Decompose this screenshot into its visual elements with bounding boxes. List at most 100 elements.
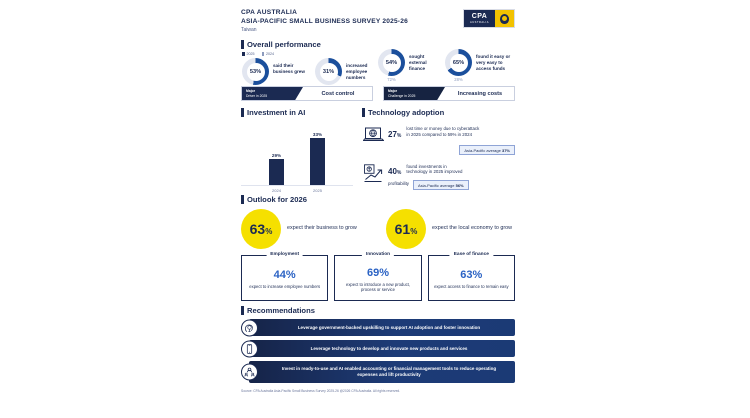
- cpa-australia-logo: CPA AUSTRALIA: [463, 9, 515, 28]
- apac-average-badge-cyberattack: Asia-Pacific average 37%: [459, 145, 515, 156]
- metric-group: 31% 30% increased employee numbers: [313, 58, 386, 91]
- recommendations-heading: Recommendations: [230, 306, 526, 315]
- heading-accent-bar: [241, 306, 244, 315]
- card-title: Employment: [266, 252, 304, 257]
- technology-stat-row: 27% lost time or money due to cyberattac…: [388, 126, 515, 139]
- axis-tick: 2024: [272, 188, 281, 193]
- logo-crest-panel: [495, 10, 514, 27]
- technology-line-2: technology in 2025 improved: [406, 169, 463, 175]
- percent-sign: %: [410, 227, 418, 236]
- section-title: Investment in AI: [247, 108, 306, 117]
- technology-adoption-panel: Technology adoption 27%: [362, 108, 515, 193]
- card-employment: Employment 44% expect to increase employ…: [241, 252, 329, 301]
- recommendation-banner: Leverage government-backed upskilling to…: [249, 319, 515, 336]
- legend-swatch-2025: [242, 51, 245, 56]
- major-driver-flag: Major Driver in 2025 Cost control: [241, 86, 373, 101]
- legend-label: 2024: [266, 51, 274, 56]
- section-title: Technology adoption: [368, 108, 445, 117]
- card-subtext: expect access to finance to remain easy: [434, 284, 509, 290]
- apac-value: 56%: [455, 182, 464, 188]
- card-subtext: expect to introduce a new product, proce…: [345, 281, 410, 292]
- donut-chart: 31%: [315, 58, 342, 85]
- crest-icon: [500, 13, 509, 24]
- flag-tag-line1: Major: [246, 89, 256, 94]
- recommendation-item: Leverage government-backed upskilling to…: [241, 319, 515, 336]
- heading-accent-bar: [362, 108, 365, 117]
- recommendation-item: Leverage technology to develop and innov…: [241, 340, 515, 357]
- technology-line-3: profitability: [388, 180, 409, 186]
- technology-item-body: 27% lost time or money due to cyberattac…: [388, 126, 515, 157]
- logo-main-text: CPA: [471, 13, 488, 20]
- outlook-pill-business: 63% expect their business to grow: [241, 209, 370, 249]
- metric-group: 54% 72% sought external finance: [376, 49, 443, 82]
- apac-value: 37%: [501, 147, 510, 153]
- card-title: Ease of finance: [449, 252, 493, 257]
- bar-value-label: 33%: [312, 131, 323, 137]
- technology-line-1: lost time or money due to cyberattack: [406, 126, 480, 131]
- technology-item-profitability: 40% found investments in technology in 2…: [362, 164, 515, 191]
- org-name: CPA AUSTRALIA: [241, 9, 298, 16]
- overall-metrics-row: 53% 57% said their business grew 31% 30%…: [230, 56, 526, 91]
- metric-label: found it easy or very easy to access fun…: [476, 54, 511, 71]
- recommendation-banner: Leverage technology to develop and innov…: [249, 340, 515, 357]
- apac-label: Asia-Pacific average: [464, 147, 501, 153]
- infographic-sheet: CPA AUSTRALIA ASIA-PACIFIC SMALL BUSINES…: [230, 0, 526, 418]
- outlook-heading: Outlook for 2026: [230, 195, 526, 204]
- recommendation-text: Leverage government-backed upskilling to…: [297, 324, 481, 330]
- metric-donut-cell: 53% 57%: [240, 58, 271, 91]
- header: CPA AUSTRALIA ASIA-PACIFIC SMALL BUSINES…: [230, 0, 526, 33]
- investment-in-ai-panel: Investment in AI 29% 33% 2024 2025: [241, 108, 353, 193]
- mobile-device-icon: [241, 340, 258, 357]
- recommendations-list: Leverage government-backed upskilling to…: [230, 319, 526, 383]
- card-innovation: Innovation 69% expect to introduce a new…: [334, 252, 422, 301]
- card-ease-of-finance: Ease of finance 63% expect access to fin…: [427, 252, 515, 301]
- metric-donut-cell: 54% 72%: [376, 49, 407, 82]
- pill-label: expect the local economy to grow: [432, 225, 513, 232]
- percent-number: 40: [388, 167, 397, 177]
- axis-tick: 2025: [313, 188, 322, 193]
- card-value: 44%: [273, 269, 296, 282]
- legend-swatch-2024: [261, 51, 264, 56]
- heading-accent-bar: [241, 39, 244, 49]
- donut-value: 53%: [246, 62, 265, 81]
- recommendation-banner: Invest in ready-to-use and AI enabled ac…: [249, 361, 515, 383]
- technology-item-body: 40% found investments in technology in 2…: [388, 164, 515, 191]
- lightbulb-head-icon: [241, 319, 258, 336]
- metric-donut-cell: 65% 28%: [443, 49, 474, 82]
- laptop-globe-icon: [362, 126, 384, 145]
- section-title: Recommendations: [247, 306, 315, 315]
- investment-heading: Investment in AI: [241, 108, 353, 117]
- donut-chart: 65%: [445, 49, 472, 76]
- outlook-pill-economy: 61% expect the local economy to grow: [386, 209, 515, 249]
- bar-item: 29%: [269, 153, 284, 185]
- outlook-cards: Employment 44% expect to increase employ…: [230, 252, 526, 301]
- metric-label: increased employee numbers: [346, 63, 368, 80]
- legend-item: 2024: [261, 51, 274, 56]
- donut-prev-value: 72%: [387, 77, 396, 82]
- percent-sign: %: [265, 227, 273, 236]
- investment-bar-chart: 29% 33%: [241, 124, 353, 186]
- heading-accent-bar: [241, 108, 244, 117]
- survey-title: ASIA-PACIFIC SMALL BUSINESS SURVEY 2025-…: [241, 17, 408, 25]
- card-subtext: expect to increase employee numbers: [249, 284, 321, 290]
- flag-tag: Major Challenge in 2025: [384, 87, 445, 100]
- percent-circle: 61%: [386, 209, 426, 249]
- flag-tag-line2: Challenge in 2025: [388, 93, 416, 98]
- apac-label: Asia-Pacific average: [418, 182, 455, 188]
- flag-value: Cost control: [321, 90, 355, 97]
- card-title: Innovation: [361, 252, 395, 257]
- growth-chart-icon: [362, 163, 384, 183]
- apac-average-badge-profitability: Asia-Pacific average 56%: [413, 180, 469, 191]
- technology-line-2: in 2025 compared to 59% in 2024: [406, 131, 473, 137]
- technology-line-1: found investments in: [406, 163, 447, 169]
- technology-stat-row: 40% found investments in technology in 2…: [388, 164, 515, 177]
- flag-tag-line1: Major: [388, 89, 398, 94]
- card-value: 69%: [366, 266, 389, 279]
- bar-axis-labels: 2024 2025: [241, 188, 353, 193]
- bar-2025: [310, 138, 325, 185]
- overall-metrics-row-2: 54% 72% sought external finance 65% 28% …: [230, 47, 526, 82]
- metric-label: sought external finance: [409, 54, 427, 71]
- footer-source: Source: CPA Australia Asia-Pacific Small…: [241, 389, 401, 393]
- legend-item: 2025: [242, 51, 255, 56]
